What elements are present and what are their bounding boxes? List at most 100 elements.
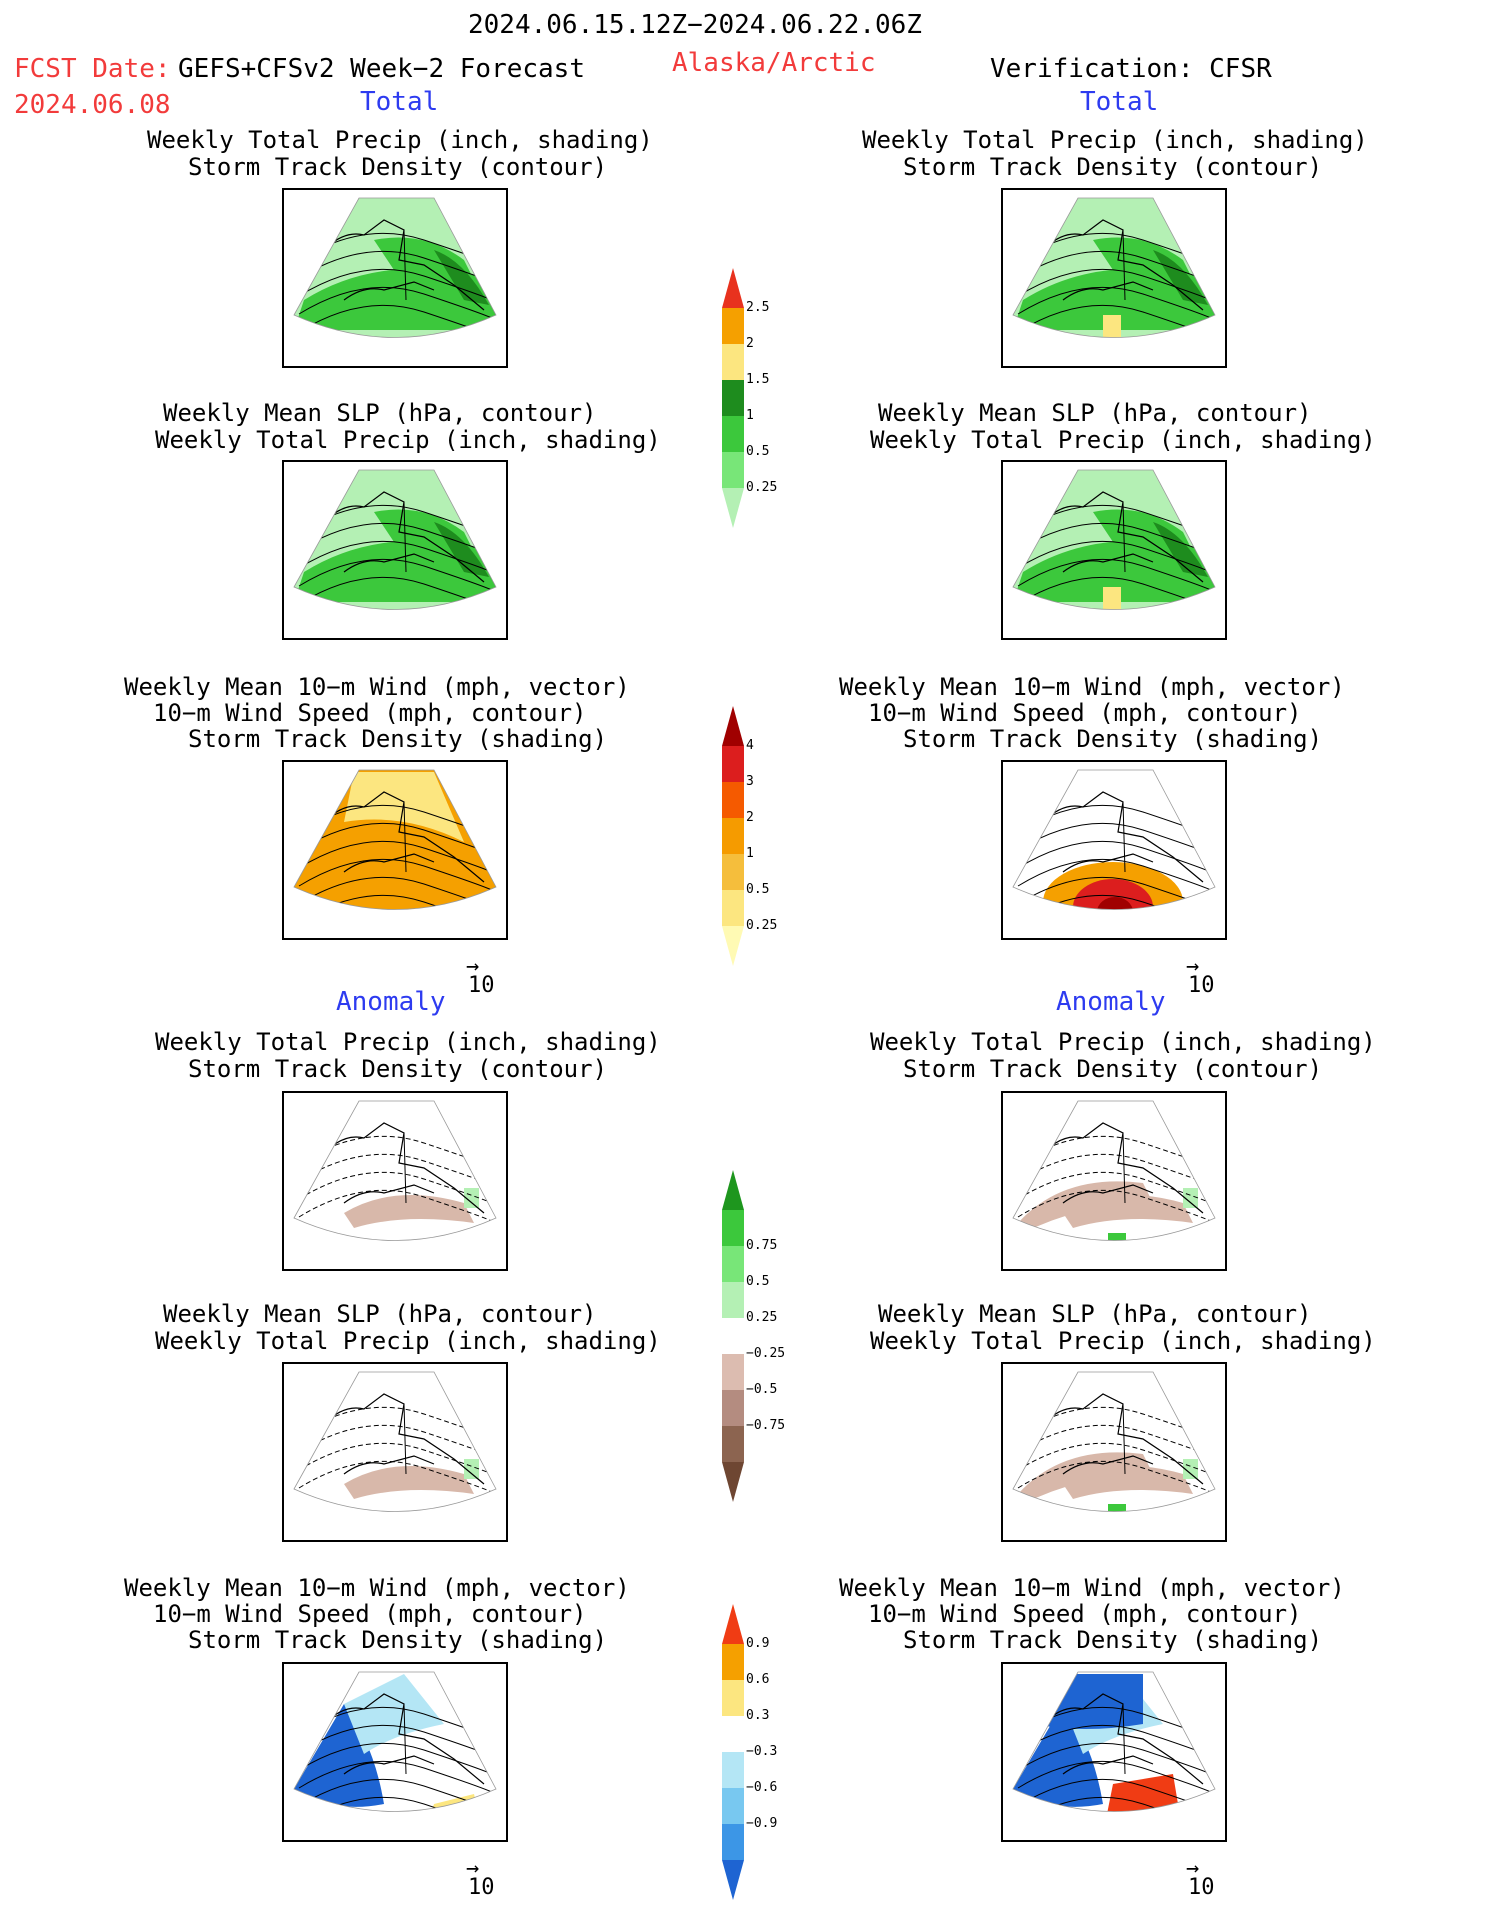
anom-shading [344,1466,474,1499]
anom-shading [464,1459,479,1479]
domain-outline [1012,1100,1216,1241]
domain-outline [1012,1371,1216,1512]
fcst-label: FCST Date: [14,54,171,84]
colorbar-tick-label: −0.3 [746,1744,778,1759]
verification-label: Verification: CFSR [990,54,1272,84]
colorbar-graphic [722,1604,744,1900]
title-r1-b: Storm Track Density (contour) [903,153,1323,181]
title-r6-a: Weekly Mean 10−m Wind (mph, vector) [839,1574,1345,1602]
colorbar-tick-label: 0.25 [746,918,778,933]
colorbar-tick-label: 2.5 [746,300,770,315]
map-graphic [1012,197,1216,338]
contour-line [298,1742,495,1776]
border-line [1122,1403,1126,1475]
colorbar-graphic [722,706,744,966]
map-panel-total-wind-fcst [282,760,508,940]
colorbar-segment [722,890,744,926]
anom-shading [1108,1233,1126,1241]
colorbar-segment [722,746,744,782]
colorbar-tick-label: −0.9 [746,1816,778,1831]
precip-shading [1013,540,1215,602]
period-title: 2024.06.15.12Z−2024.06.22.06Z [468,10,922,40]
anom-shading [464,1188,479,1208]
domain-outline [293,197,497,338]
contour-line [298,1760,495,1794]
colorbar-segment [722,926,744,966]
map-panel-anom-precip-fcst [282,1091,508,1271]
title-r5-a: Weekly Mean SLP (hPa, contour) [878,1300,1312,1328]
colorbar-storm-total: 4 3 2 1 0.5 0.25 [722,706,812,996]
contour-line [1017,840,1214,874]
border-line [403,1703,407,1775]
border-line [403,501,407,573]
map-graphic [1012,1671,1216,1812]
colorbar-segment [722,818,744,854]
title-r6-c: Storm Track Density (shading) [903,1626,1323,1654]
colorbar-graphic [722,1170,744,1502]
title-l3-a: Weekly Mean 10−m Wind (mph, vector) [124,673,630,701]
contour-line [298,858,495,892]
total-header-right: Total [1080,87,1159,117]
colorbar-segment [722,1680,744,1716]
title-l1-b: Storm Track Density (contour) [188,153,608,181]
domain-outline [293,1671,497,1812]
anom-shading [1183,1188,1198,1208]
domain-outline [293,769,497,910]
precip-shading [434,522,489,577]
title-r4-b: Storm Track Density (contour) [903,1055,1323,1083]
colorbar-tick-label: 0.3 [746,1708,770,1723]
colorbar-segment [722,1210,744,1246]
colorbar-tick-label: −0.75 [746,1418,786,1433]
colorbar-tick-label: 0.5 [746,1274,770,1289]
border-line [403,1132,407,1204]
colorbar-segment [722,1752,744,1788]
region-label: Alaska/Arctic [672,48,876,78]
colorbar-segment [722,782,744,818]
precip-shading [1153,522,1208,577]
map-panel-total-precip-verif [1001,188,1227,368]
domain-outline [293,1100,497,1241]
title-r2-a: Weekly Mean SLP (hPa, contour) [878,399,1312,427]
border-line [403,1403,407,1475]
contour-line [1017,286,1214,320]
precip-shading [1153,250,1208,305]
domain-outline [1012,769,1216,910]
colorbar-tick-label: 1 [746,408,754,423]
map-graphic [1012,1371,1216,1512]
anom-shading [344,1195,474,1228]
title-l3-b: 10−m Wind Speed (mph, contour) [153,699,587,727]
map-graphic [1012,769,1216,938]
anom-shading [1183,1459,1198,1479]
colorbar-tick-label: 0.6 [746,1672,770,1687]
map-panel-anom-precip-verif [1001,1091,1227,1271]
anom-shading [1018,1452,1153,1504]
colorbar-tick-label: 2 [746,336,754,351]
fcst-source: GEFS+CFSv2 Week−2 Forecast [178,54,585,84]
colorbar-segment [722,706,744,746]
anomaly-header-left: Anomaly [336,987,446,1017]
title-l3-c: Storm Track Density (shading) [188,725,608,753]
map-graphic [293,769,497,910]
colorbar-segment [722,1860,744,1900]
map-panel-anom-slp-verif [1001,1362,1227,1542]
fcst-date: 2024.06.08 [14,90,171,120]
contour-line [1018,913,1213,938]
title-l2-a: Weekly Mean SLP (hPa, contour) [163,399,597,427]
map-graphic [293,1100,497,1241]
contour-line [1017,1742,1214,1776]
colorbar-tick-label: 0.25 [746,480,778,495]
contour-line [1017,558,1214,592]
colorbar-tick-label: 1 [746,846,754,861]
contour-line [1017,540,1214,574]
title-l1-a: Weekly Total Precip (inch, shading) [147,126,653,154]
precip-shading [1103,315,1121,338]
precip-shading [294,268,496,330]
vector-scale-label: 10 [468,973,495,998]
anomaly-header-right: Anomaly [1056,987,1166,1017]
anom-shading [1108,1504,1126,1512]
map-graphic [293,469,497,610]
title-l6-a: Weekly Mean 10−m Wind (mph, vector) [124,1574,630,1602]
colorbar-segment [722,1426,744,1462]
anom-shading [344,1674,444,1754]
colorbar-tick-label: −0.5 [746,1382,778,1397]
